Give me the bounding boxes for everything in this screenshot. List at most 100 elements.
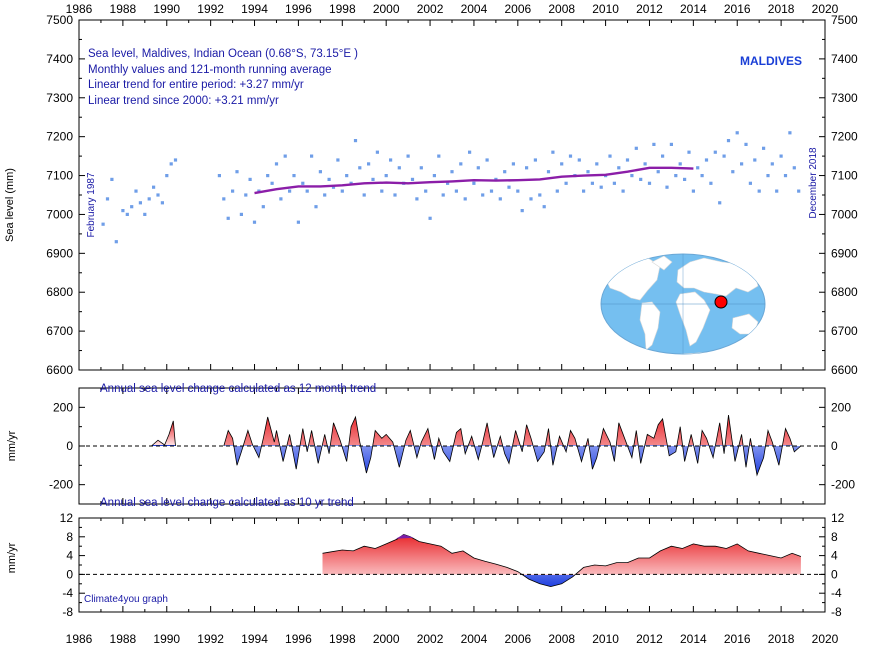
x-tick-label-bottom: 2016	[724, 632, 751, 646]
positive-area	[224, 415, 793, 445]
panel-12-month-trend: -200 -200 0 0 200 200 mm/yr Annual sea level …	[6, 383, 855, 505]
data-point	[310, 154, 314, 158]
data-point	[130, 205, 134, 209]
x-tick-label-top: 1990	[153, 2, 180, 16]
data-point	[160, 201, 164, 205]
data-point	[345, 174, 349, 178]
x-tick-label-top: 2014	[680, 2, 707, 16]
data-point	[516, 189, 520, 193]
x-tick-label-bottom: 1990	[153, 632, 180, 646]
y-tick-label-left: 4	[66, 549, 73, 563]
data-point	[384, 174, 388, 178]
panel-sea-level: 6600 6600 6700 6700 6800 6800 6900 6900 7000 7000…	[4, 13, 858, 377]
y-tick-label-left: 0	[66, 567, 73, 581]
data-point	[704, 158, 709, 162]
panel-10-year-trend: -8 -8 -4 -4 0 0 4 4 8 8 12 12 mm/yr Annual sea leve…	[6, 497, 845, 619]
y-tick-label-right: 200	[831, 400, 851, 414]
x-tick-label-top: 2004	[461, 2, 488, 16]
data-point	[551, 150, 555, 154]
data-point	[410, 177, 415, 181]
data-point	[481, 193, 485, 197]
data-point	[511, 162, 515, 166]
data-point	[770, 162, 774, 166]
y-tick-label-left: 6700	[46, 324, 73, 338]
x-tick-label-bottom: 2014	[680, 632, 707, 646]
data-point	[669, 142, 673, 146]
y-tick-label-left: 7000	[46, 207, 73, 221]
data-point	[762, 146, 766, 150]
data-point	[630, 174, 634, 178]
data-point	[257, 189, 261, 193]
data-point	[647, 181, 652, 185]
y-tick-label-left: -200	[49, 478, 73, 492]
data-point	[244, 193, 248, 197]
y-tick-label-left: -4	[62, 586, 73, 600]
data-point	[419, 166, 423, 170]
data-point	[314, 205, 318, 209]
data-point	[683, 177, 687, 181]
data-point	[590, 181, 594, 185]
data-point	[665, 185, 669, 189]
positive-area	[152, 420, 176, 445]
data-point	[375, 150, 379, 154]
x-tick-label-top: 1994	[241, 2, 268, 16]
data-point	[744, 142, 748, 146]
data-point	[239, 212, 243, 216]
data-point	[779, 154, 783, 158]
data-point	[468, 150, 472, 154]
data-point	[296, 220, 300, 224]
x-tick-label-top: 2006	[504, 2, 531, 16]
x-tick-label-top: 2002	[417, 2, 444, 16]
data-point	[700, 174, 704, 178]
x-tick-label-bottom: 2006	[504, 632, 531, 646]
x-tick-label-bottom: 1992	[197, 632, 224, 646]
data-point	[748, 181, 752, 185]
y-tick-label-right: 7200	[831, 130, 858, 144]
data-point	[463, 197, 467, 201]
y-tick-label-right: 4	[831, 549, 838, 563]
data-point	[283, 154, 287, 158]
data-point	[617, 166, 621, 170]
data-point	[336, 158, 340, 162]
data-point	[380, 189, 384, 193]
data-point	[459, 162, 463, 166]
data-point	[441, 193, 445, 197]
data-point	[582, 189, 586, 193]
trend-outline	[223, 415, 802, 477]
data-point	[476, 166, 480, 170]
data-point	[788, 131, 792, 135]
x-tick-label-bottom: 2008	[548, 632, 575, 646]
y-tick-label-right: 7100	[831, 169, 858, 183]
data-point	[757, 189, 761, 193]
y-tick-label-left: -8	[62, 605, 73, 619]
data-point	[498, 197, 502, 201]
data-point	[134, 189, 138, 193]
data-point	[165, 174, 169, 178]
data-point	[266, 174, 270, 178]
y-tick-label-right: 7400	[831, 52, 858, 66]
y-tick-label-right: 12	[831, 511, 845, 525]
data-point	[288, 189, 292, 193]
data-point	[110, 177, 114, 181]
data-point	[564, 181, 568, 185]
data-point	[105, 197, 110, 201]
x-tick-label-top: 2016	[724, 2, 751, 16]
data-point	[691, 189, 695, 193]
annotation-line-2: Monthly values and 121-month running ave…	[88, 64, 332, 76]
data-point	[406, 154, 410, 158]
data-point	[454, 189, 458, 193]
y-tick-label-right: -8	[831, 605, 842, 619]
y-tick-label-right: 8	[831, 530, 838, 544]
trend-outline	[151, 420, 176, 447]
data-point	[358, 166, 362, 170]
y-tick-label-right: 6700	[831, 324, 858, 338]
bottom-x-axis: 1986 1988 1990 1992 1994 1996 1998 2000 2002 2004…	[66, 632, 839, 646]
data-point	[612, 181, 616, 185]
x-tick-label-top: 2010	[592, 2, 619, 16]
data-point	[446, 181, 450, 185]
data-point	[231, 189, 235, 193]
data-point	[713, 150, 717, 154]
data-point	[797, 189, 801, 193]
x-tick-label-bottom: 2000	[373, 632, 400, 646]
x-tick-label-top: 1996	[285, 2, 312, 16]
